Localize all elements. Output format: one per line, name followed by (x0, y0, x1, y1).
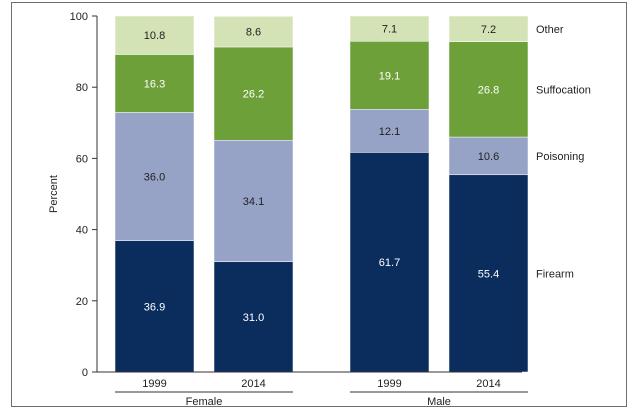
bar-segment-suffocation (213, 46, 294, 141)
y-tick-label: 40 (76, 225, 88, 237)
legend-item-poisoning: Poisoning (536, 151, 584, 163)
bar-segment-other (213, 16, 294, 48)
bar-segment-other (114, 15, 195, 55)
bar-segment-suffocation (349, 41, 430, 110)
bar-segment-other (448, 15, 529, 42)
data-label: 16.3 (144, 78, 165, 90)
bar-segment-poisoning (213, 139, 294, 262)
legend-item-firearm: Firearm (536, 268, 574, 280)
axes: 0 20 40 60 80 100 Percent (48, 11, 98, 379)
bar-segment-firearm (448, 174, 529, 373)
data-label: 26.8 (478, 84, 499, 96)
segment-labels: 36.9 36.0 16.3 10.8 31.0 34.1 26.2 8.6 61.7 12.1 1… (144, 24, 499, 324)
bar-segment-firearm (349, 152, 430, 373)
data-label: 12.1 (379, 126, 400, 138)
x-tick-label: 2014 (476, 378, 500, 390)
y-tick-label: 20 (76, 296, 88, 308)
y-axis-title: Percent (48, 175, 60, 213)
bar-segment-poisoning (349, 109, 430, 153)
y-tick-label: 0 (82, 367, 88, 379)
data-label: 7.1 (382, 24, 397, 36)
data-label: 19.1 (379, 70, 400, 82)
x-tick-label: 1999 (142, 378, 166, 390)
group-label: Male (427, 396, 451, 408)
stacked-bar-chart: 0 20 40 60 80 100 Percent 36.9 36.0 16.3 10.8 31.0… (48, 11, 591, 408)
data-label: 10.8 (144, 30, 165, 42)
data-label: 31.0 (243, 312, 264, 324)
data-label: 61.7 (379, 257, 400, 269)
x-tick-label: 2014 (241, 378, 265, 390)
y-tick-label: 60 (76, 153, 88, 165)
legend-item-other: Other (536, 24, 564, 36)
data-label: 10.6 (478, 151, 499, 163)
data-label: 36.0 (144, 172, 165, 184)
legend: Firearm Poisoning Suffocation Other (536, 24, 591, 281)
bar-segment-suffocation (114, 54, 195, 113)
data-label: 55.4 (478, 268, 499, 280)
bars (114, 15, 529, 373)
bar-segment-other (349, 15, 430, 42)
data-label: 7.2 (481, 24, 496, 36)
data-label: 8.6 (246, 27, 261, 39)
data-label: 36.9 (144, 301, 165, 313)
data-label: 26.2 (243, 89, 264, 101)
x-tick-label: 1999 (377, 378, 401, 390)
bar-segment-poisoning (448, 136, 529, 176)
x-axis: 1999 2014 1999 2014 Female Male (97, 371, 528, 408)
y-tick-label: 100 (70, 11, 88, 23)
data-label: 34.1 (243, 196, 264, 208)
chart-frame: 0 20 40 60 80 100 Percent 36.9 36.0 16.3 10.8 31.0… (11, 2, 627, 408)
bar-segment-suffocation (448, 41, 529, 138)
group-label: Female (186, 396, 223, 408)
legend-item-suffocation: Suffocation (536, 84, 591, 96)
y-tick-label: 80 (76, 82, 88, 94)
bar-segment-poisoning (114, 112, 195, 241)
bar-segment-firearm (213, 261, 294, 373)
